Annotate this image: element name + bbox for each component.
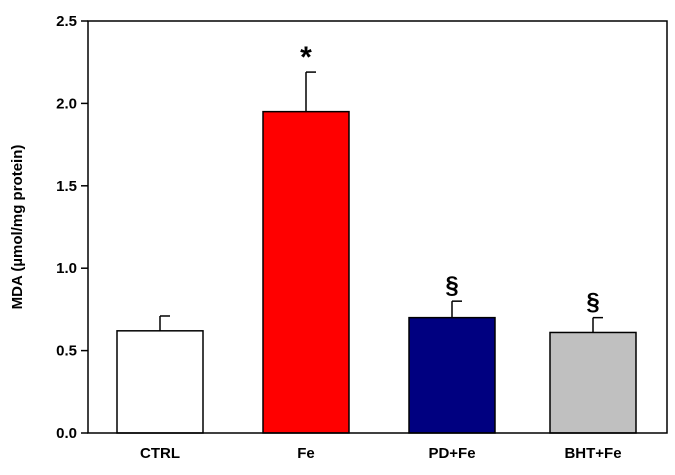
y-axis-ticks: 0.0 0.5 1.0 1.5 2.0 2.5 (56, 13, 88, 442)
y-tick-label: 1.5 (56, 178, 77, 195)
bar-bht-fe (549, 331, 637, 434)
x-tick-label: Fe (297, 445, 315, 462)
significance-marker: § (445, 272, 458, 299)
x-axis-tick-labels: CTRL Fe PD+Fe BHT+Fe (140, 445, 622, 462)
y-tick-label: 0.0 (56, 425, 77, 442)
y-tick-label: 1.0 (56, 260, 77, 277)
bars (116, 110, 637, 434)
y-axis-label: MDA (µmol/mg protein) (9, 145, 26, 310)
significance-annotations: * § § (300, 41, 600, 316)
significance-marker: § (586, 289, 599, 316)
x-tick-label: CTRL (140, 445, 180, 462)
y-tick-label: 2.0 (56, 95, 77, 112)
error-bars (159, 71, 603, 333)
y-tick-label: 2.5 (56, 13, 77, 30)
bar-pd-fe (408, 316, 496, 434)
x-tick-label: BHT+Fe (564, 445, 621, 462)
significance-marker: * (300, 41, 312, 74)
plot-frame (87, 20, 668, 434)
bar-fe (262, 110, 350, 434)
x-tick-label: PD+Fe (428, 445, 475, 462)
y-tick-label: 0.5 (56, 343, 77, 360)
bar-ctrl (116, 330, 204, 434)
